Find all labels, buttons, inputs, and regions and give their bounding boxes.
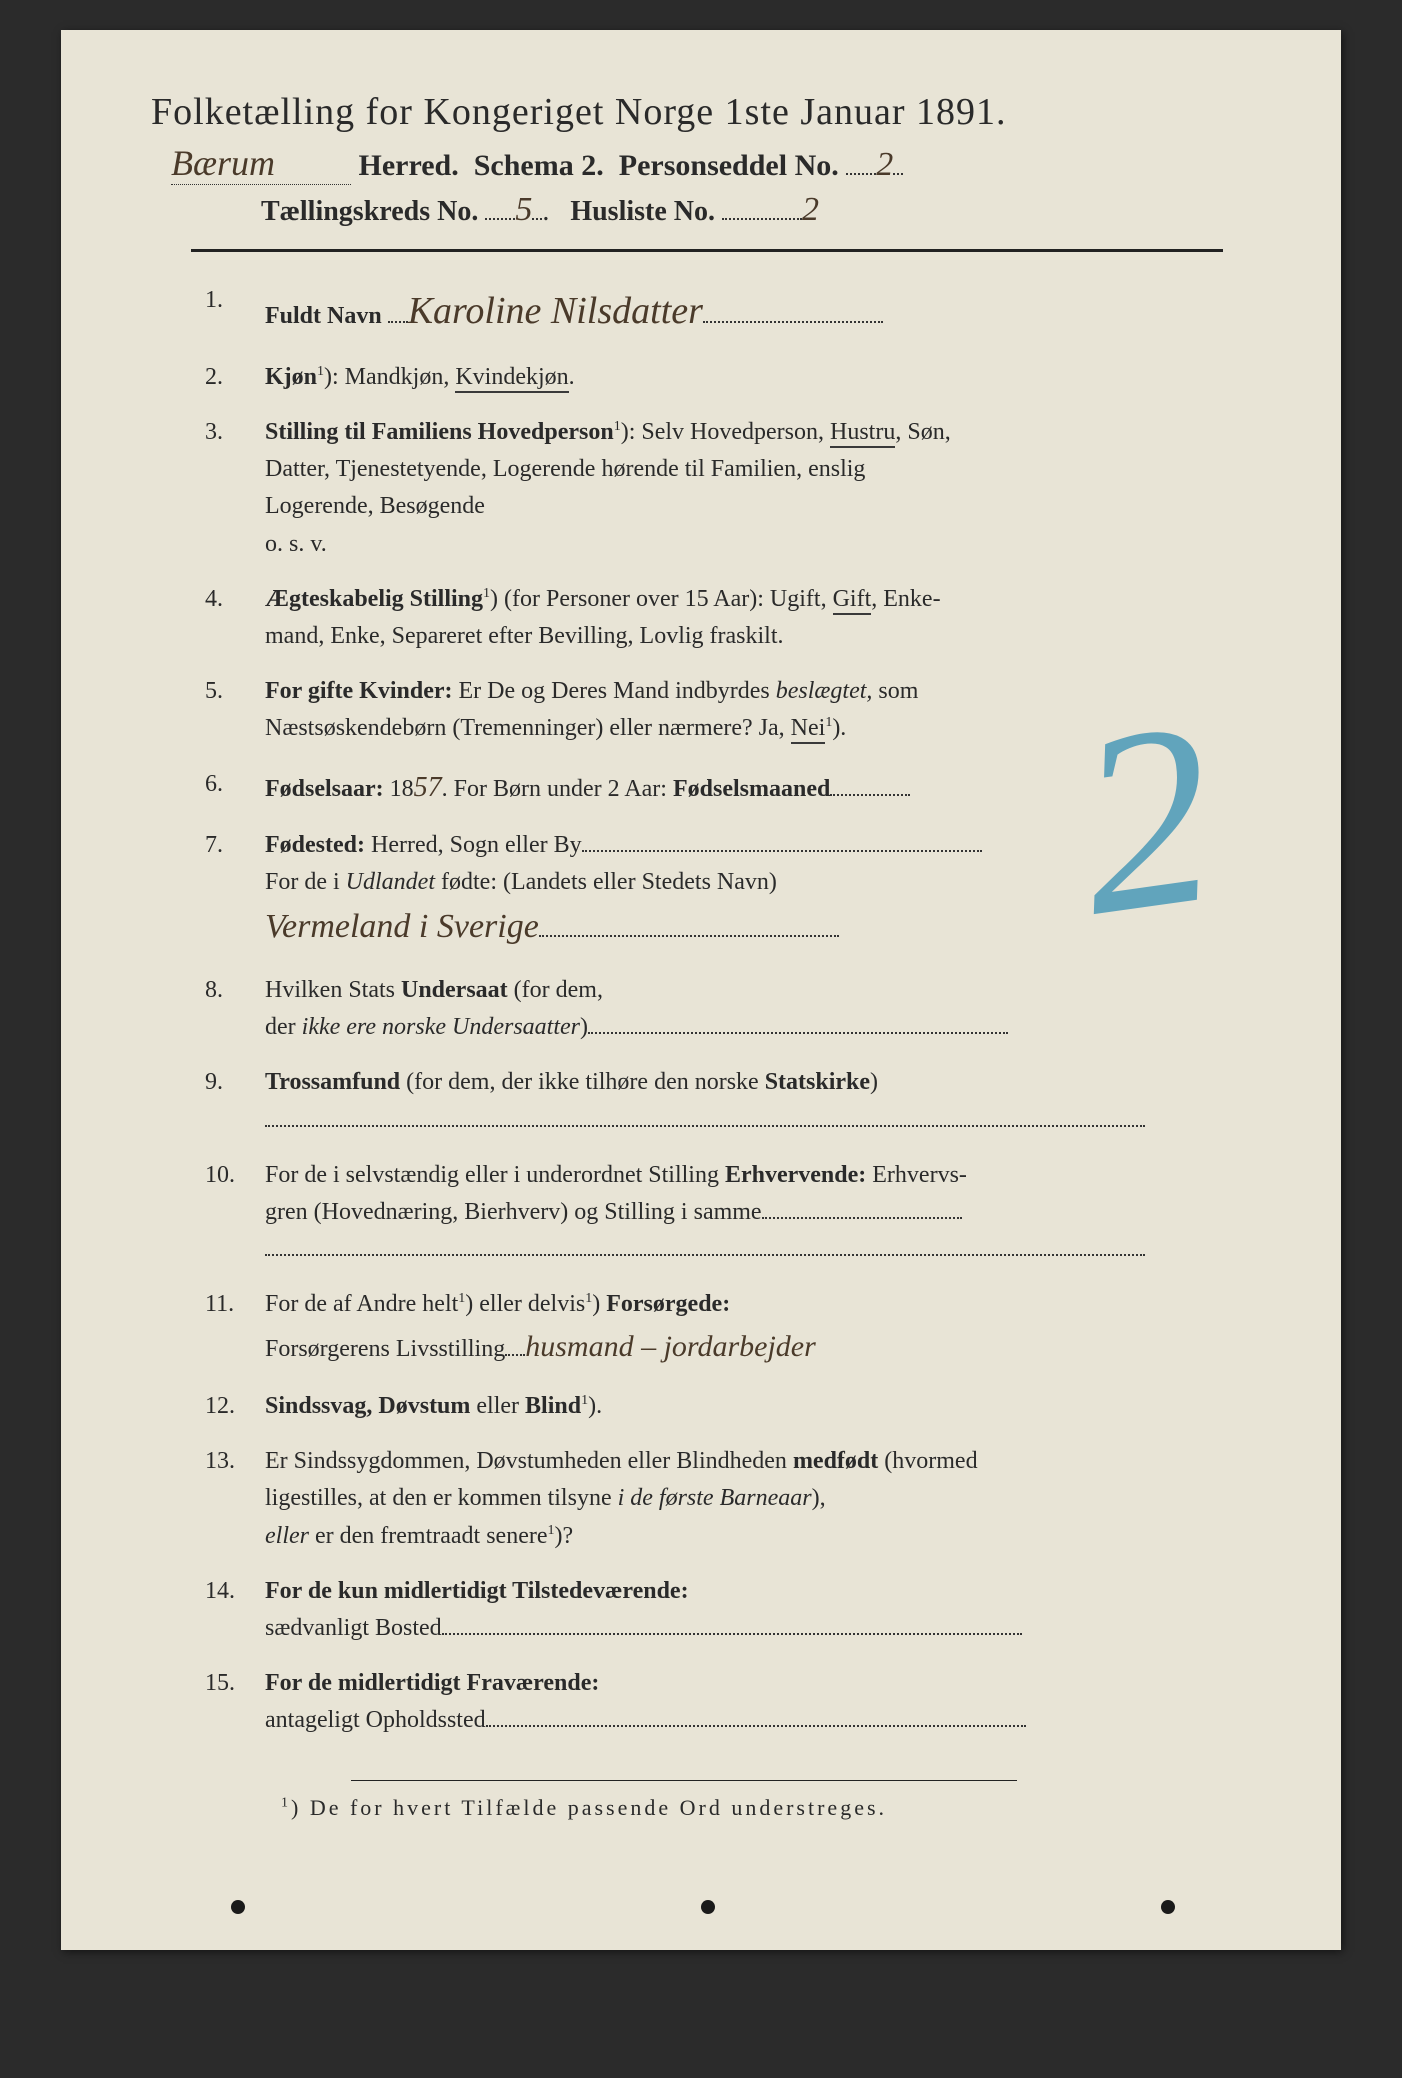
header-line-2: Bærum Herred. Schema 2. Personseddel No.… xyxy=(171,142,1261,185)
census-form-page: Folketælling for Kongeriget Norge 1ste J… xyxy=(61,30,1341,1950)
punch-hole-icon xyxy=(1161,1900,1175,1914)
personseddel-no: 2 xyxy=(876,146,893,183)
herred-label: Herred. xyxy=(359,149,459,182)
punch-hole-icon xyxy=(701,1900,715,1914)
forsorger-value: husmand – jordarbejder xyxy=(525,1330,816,1363)
husliste-no: 2 xyxy=(802,191,819,228)
stilling-underlined: Hustru xyxy=(830,419,895,448)
fuldt-navn-value: Karoline Nilsdatter xyxy=(408,290,703,332)
item-7: 7. Fødested: Herred, Sogn eller By For d… xyxy=(205,827,1205,954)
item-2: 2. Kjøn1): Mandkjøn, Kvindekjøn. xyxy=(205,359,1205,396)
form-title: Folketælling for Kongeriget Norge 1ste J… xyxy=(151,90,1261,134)
kjonn-underlined: Kvindekjøn xyxy=(455,364,568,393)
item-14: 14. For de kun midlertidigt Tilstedevære… xyxy=(205,1573,1205,1647)
item-13: 13. Er Sindssygdommen, Døvstumheden elle… xyxy=(205,1443,1205,1555)
item-6: 6. Fødselsaar: 1857. For Børn under 2 Aa… xyxy=(205,766,1205,809)
item-10: 10. For de i selvstændig eller i underor… xyxy=(205,1157,1205,1269)
item-1: 1. Fuldt Navn Karoline Nilsdatter xyxy=(205,282,1205,341)
footnote: 1) De for hvert Tilfælde passende Ord un… xyxy=(281,1795,1261,1821)
taellingskreds-no: 5 xyxy=(515,191,532,228)
item-15: 15. For de midlertidigt Fraværende: anta… xyxy=(205,1665,1205,1739)
footnote-rule xyxy=(351,1780,1017,1781)
form-header: Folketælling for Kongeriget Norge 1ste J… xyxy=(151,90,1261,229)
schema-label: Schema 2. xyxy=(474,149,604,182)
husliste-label: Husliste No. xyxy=(570,196,715,227)
foedselsaar-value: 57 xyxy=(414,772,442,803)
header-rule xyxy=(191,249,1223,252)
herred-handwritten: Bærum xyxy=(171,142,351,185)
item-5: 5. For gifte Kvinder: Er De og Deres Man… xyxy=(205,673,1205,747)
item-4: 4. Ægteskabelig Stilling1) (for Personer… xyxy=(205,581,1205,655)
aegte-underlined: Gift xyxy=(833,586,872,615)
item-12: 12. Sindssvag, Døvstum eller Blind1). xyxy=(205,1388,1205,1425)
item-9: 9. Trossamfund (for dem, der ikke tilhør… xyxy=(205,1064,1205,1138)
item-3: 3. Stilling til Familiens Hovedperson1):… xyxy=(205,414,1205,563)
beslaegtet-underlined: Nei xyxy=(791,715,826,744)
personseddel-label: Personseddel No. xyxy=(619,149,839,182)
punch-hole-icon xyxy=(231,1900,245,1914)
taellingskreds-label: Tællingskreds No. xyxy=(261,196,478,227)
item-8: 8. Hvilken Stats Undersaat (for dem, der… xyxy=(205,972,1205,1046)
item-11: 11. For de af Andre helt1) eller delvis1… xyxy=(205,1286,1205,1370)
form-items: 1. Fuldt Navn Karoline Nilsdatter 2. Kjø… xyxy=(205,282,1205,1740)
header-line-3: Tællingskreds No. 5. Husliste No. 2 xyxy=(261,191,1261,229)
foedested-value: Vermeland i Sverige xyxy=(265,908,539,945)
